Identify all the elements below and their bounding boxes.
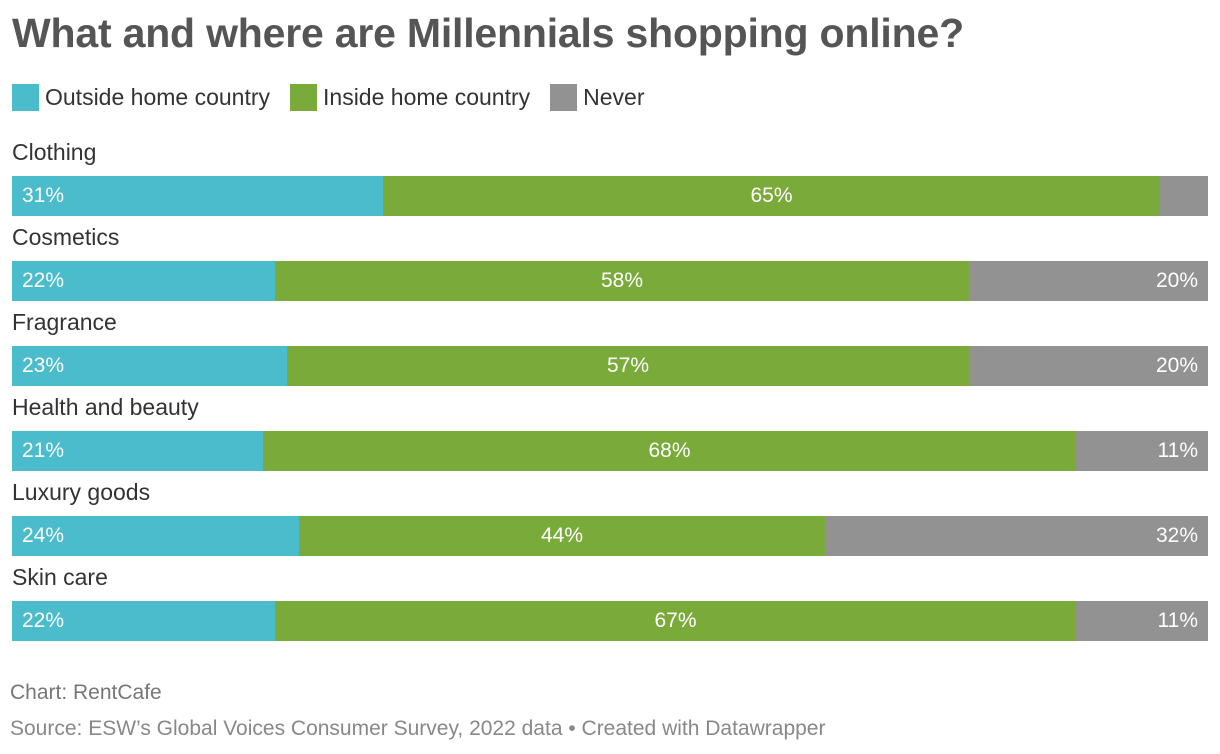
legend-swatch-inside [290, 83, 318, 111]
bar-segment-never-fragrance: 20% [969, 346, 1208, 386]
bar-segment-inside-luxury-goods: 44% [299, 516, 825, 556]
category-label-clothing: Clothing [12, 139, 97, 165]
data-label-outside-luxury-goods: 24% [22, 524, 65, 547]
legend-swatch-never [550, 83, 578, 111]
bar-segment-outside-luxury-goods: 24% [12, 516, 299, 556]
data-label-outside-fragrance: 23% [22, 354, 65, 377]
legend-label-never: Never [583, 83, 645, 110]
category-label-fragrance: Fragrance [12, 309, 117, 335]
data-label-inside-skin-care: 67% [654, 609, 697, 632]
bar-segment-inside-cosmetics: 58% [275, 261, 969, 301]
data-label-never-fragrance: 20% [1155, 354, 1198, 377]
category-label-health-and-beauty: Health and beauty [12, 394, 199, 420]
category-label-cosmetics: Cosmetics [12, 224, 120, 250]
legend-item-never: Never [550, 83, 645, 111]
bar-segment-outside-health-and-beauty: 21% [12, 431, 263, 471]
chart-credit: Chart: RentCafe [10, 681, 162, 704]
data-label-inside-luxury-goods: 44% [540, 524, 584, 547]
data-label-outside-cosmetics: 22% [22, 269, 65, 292]
bar-segment-never-health-and-beauty: 11% [1076, 431, 1208, 471]
data-label-never-health-and-beauty: 11% [1157, 439, 1198, 462]
bar-segment-inside-fragrance: 57% [287, 346, 969, 386]
bar-segment-outside-fragrance: 23% [12, 346, 287, 386]
bar-segment-never-clothing [1160, 176, 1208, 216]
bar-skin-care: 22% 67% 11% [12, 601, 1208, 641]
bar-segment-outside-cosmetics: 22% [12, 261, 275, 301]
legend-label-inside: Inside home country [323, 83, 531, 110]
data-label-outside-clothing: 31% [22, 184, 65, 207]
data-label-never-cosmetics: 20% [1155, 269, 1198, 292]
bar-segment-outside-skin-care: 22% [12, 601, 275, 641]
data-label-never-skin-care: 11% [1157, 609, 1198, 632]
bar-segment-outside-clothing: 31% [12, 176, 383, 216]
chart-source: Source: ESW’s Global Voices Consumer Sur… [10, 717, 826, 740]
bar-cosmetics: 22% 58% 20% [12, 261, 1208, 301]
legend: Outside home country Inside home country… [12, 82, 665, 112]
bar-luxury-goods: 24% 44% 32% [12, 516, 1208, 556]
data-label-outside-skin-care: 22% [22, 609, 65, 632]
data-label-inside-fragrance: 57% [606, 354, 650, 377]
legend-item-inside: Inside home country [290, 83, 531, 111]
bar-segment-inside-clothing: 65% [383, 176, 1160, 216]
data-label-inside-health-and-beauty: 68% [648, 439, 691, 462]
category-label-skin-care: Skin care [12, 564, 108, 590]
legend-item-outside: Outside home country [12, 83, 271, 111]
bar-health-and-beauty: 21% 68% 11% [12, 431, 1208, 471]
data-label-inside-clothing: 65% [750, 184, 793, 207]
data-label-outside-health-and-beauty: 21% [22, 439, 65, 462]
legend-swatch-outside [12, 83, 39, 111]
data-label-inside-cosmetics: 58% [600, 269, 644, 292]
bar-segment-inside-health-and-beauty: 68% [263, 431, 1076, 471]
bar-segment-inside-skin-care: 67% [275, 601, 1076, 641]
bar-segment-never-skin-care: 11% [1076, 601, 1208, 641]
bar-clothing: 31% 65% [12, 176, 1208, 216]
bar-fragrance: 23% 57% 20% [12, 346, 1208, 386]
bar-segment-never-luxury-goods: 32% [825, 516, 1208, 556]
data-label-never-luxury-goods: 32% [1155, 524, 1198, 547]
chart-title: What and where are Millennials shopping … [12, 10, 964, 56]
legend-label-outside: Outside home country [45, 83, 271, 110]
bar-segment-never-cosmetics: 20% [969, 261, 1208, 301]
category-label-luxury-goods: Luxury goods [12, 479, 151, 505]
